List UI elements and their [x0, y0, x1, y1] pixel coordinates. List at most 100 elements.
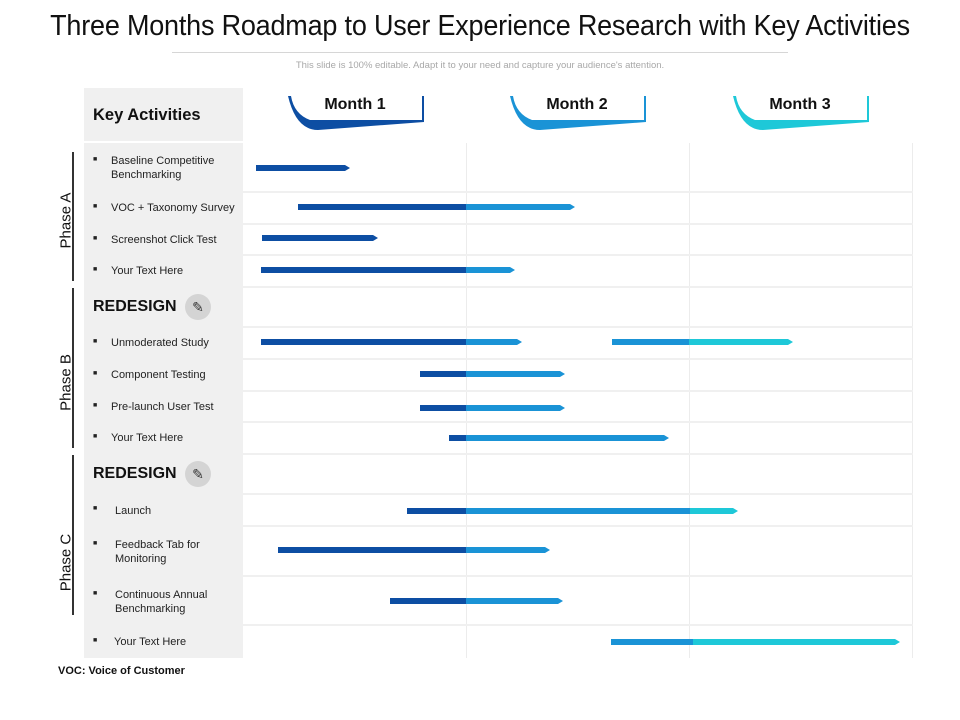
activity-row: ■ Feedback Tab for Monitoring — [84, 527, 243, 575]
bar-segment-month2 — [611, 639, 693, 645]
activity-label: VOC + Taxonomy Survey — [111, 202, 235, 214]
pencil-icon: ✎ — [185, 461, 211, 487]
activity-label: Your Text Here — [114, 636, 187, 648]
activity-row: ■ Unmoderated Study — [84, 328, 243, 358]
activity-row: ■ Screenshot Click Test — [84, 225, 243, 254]
bar-segment-month1 — [390, 598, 466, 604]
row-separator — [84, 525, 913, 527]
bar-segment-month2 — [466, 339, 517, 345]
bar-segment-month2 — [612, 339, 689, 345]
bar-segment-month2 — [466, 547, 545, 553]
activity-label: Component Testing — [111, 369, 206, 381]
bar-segment-month2 — [466, 435, 664, 441]
bar-segment-month1 — [278, 547, 466, 553]
activity-label: Launch — [115, 505, 152, 517]
bar-segment-month2 — [466, 508, 690, 514]
slide-title: Three Months Roadmap to User Experience … — [50, 10, 910, 42]
activity-row: ■ VOC + Taxonomy Survey — [84, 193, 243, 223]
row-separator — [84, 575, 913, 577]
pencil-icon: ✎ — [185, 294, 211, 320]
bullet-icon: ■ — [93, 235, 98, 242]
month-label-1: Month 1 — [324, 96, 386, 113]
activity-label: Screenshot Click Test — [111, 234, 217, 246]
bar-segment-month1 — [407, 508, 466, 514]
section-title: REDESIGN — [93, 298, 177, 315]
bullet-icon: ■ — [93, 590, 98, 597]
row-separator — [84, 493, 913, 495]
activity-label: Your Text Here — [111, 432, 184, 444]
bar-segment-month1 — [262, 235, 373, 241]
activity-label: Pre-launch User Test — [111, 401, 214, 413]
row-separator — [84, 326, 913, 328]
phase-bracket-b — [72, 288, 74, 448]
activity-row: ■ Your Text Here — [84, 626, 243, 658]
activity-row: ■ Launch — [84, 495, 243, 525]
bullet-icon: ■ — [93, 637, 98, 644]
row-separator — [84, 358, 913, 360]
row-separator — [84, 254, 913, 256]
bullet-icon: ■ — [93, 402, 98, 409]
bar-segment-month1 — [261, 267, 466, 273]
month-ribbon-1 — [288, 96, 424, 130]
bar-segment-month3 — [689, 339, 788, 345]
activity-row: ■ Continuous Annual Benchmarking — [84, 577, 243, 624]
bullet-icon: ■ — [93, 433, 98, 440]
section-header-redesign: REDESIGN ✎ — [84, 287, 243, 326]
bar-segment-month2 — [466, 598, 558, 604]
footnote: VOC: Voice of Customer — [58, 665, 185, 677]
activity-label: Feedback Tab for Monitoring — [115, 539, 200, 565]
row-separator — [84, 624, 913, 626]
activity-label: Your Text Here — [111, 265, 184, 277]
row-separator — [84, 453, 913, 455]
timeline-grid — [244, 143, 913, 658]
bullet-icon: ■ — [93, 156, 98, 163]
row-separator — [84, 223, 913, 225]
activity-label: Baseline Competitive Benchmarking — [111, 155, 215, 181]
bullet-icon: ■ — [93, 338, 98, 345]
section-title: REDESIGN — [93, 465, 177, 482]
activity-label: Continuous Annual Benchmarking — [115, 589, 208, 615]
bullet-icon: ■ — [93, 203, 98, 210]
phase-label-b: Phase B — [57, 354, 75, 411]
row-separator — [84, 286, 913, 288]
bar-segment-month2 — [466, 204, 570, 210]
activity-label: Unmoderated Study — [111, 337, 209, 349]
key-activities-header: Key Activities — [84, 88, 243, 141]
activity-row: ■ Your Text Here — [84, 423, 243, 453]
phase-label-c: Phase C — [57, 533, 75, 592]
activity-row: ■ Baseline Competitive Benchmarking — [84, 143, 243, 191]
bar-segment-month2 — [466, 267, 510, 273]
section-header-redesign: REDESIGN ✎ — [84, 454, 243, 493]
month-divider — [466, 143, 467, 658]
month-ribbon-2 — [510, 96, 646, 130]
key-activities-label: Key Activities — [93, 106, 201, 124]
bar-segment-month2 — [466, 371, 560, 377]
bar-segment-month1 — [298, 204, 466, 210]
row-separator — [84, 191, 913, 193]
row-separator — [84, 421, 913, 423]
month-label-3: Month 3 — [769, 96, 831, 113]
bar-segment-month1 — [261, 339, 466, 345]
bar-segment-month3 — [693, 639, 895, 645]
bullet-icon: ■ — [93, 370, 98, 377]
activity-row: ■ Your Text Here — [84, 256, 243, 286]
bullet-icon: ■ — [93, 266, 98, 273]
phase-label-a: Phase A — [57, 192, 75, 249]
phase-bracket-c — [72, 455, 74, 615]
bar-segment-month1 — [420, 371, 466, 377]
activity-row: ■ Pre-launch User Test — [84, 392, 243, 421]
row-separator — [84, 390, 913, 392]
slide-subtitle: This slide is 100% editable. Adapt it to… — [295, 60, 665, 71]
month-label-2: Month 2 — [546, 96, 608, 113]
month-ribbon-3 — [733, 96, 869, 130]
bar-segment-month2 — [466, 405, 560, 411]
phase-bracket-a — [72, 152, 74, 281]
bullet-icon: ■ — [93, 505, 98, 512]
month-divider — [912, 143, 913, 658]
month-divider — [689, 143, 690, 658]
bar-segment-month1 — [449, 435, 466, 441]
bar-segment-month1 — [420, 405, 466, 411]
bar-segment-month1 — [256, 165, 345, 171]
title-divider — [172, 52, 788, 53]
activity-row: ■ Component Testing — [84, 360, 243, 390]
